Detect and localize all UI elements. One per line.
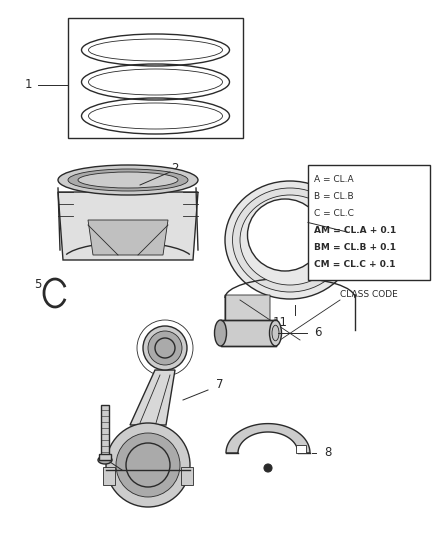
Text: C = CL.C: C = CL.C <box>314 209 354 218</box>
Circle shape <box>116 433 180 497</box>
Ellipse shape <box>98 456 112 464</box>
Circle shape <box>106 423 190 507</box>
Text: 5: 5 <box>34 279 42 292</box>
Text: 6: 6 <box>314 327 322 340</box>
Ellipse shape <box>272 325 279 341</box>
Circle shape <box>155 338 175 358</box>
Ellipse shape <box>58 165 198 195</box>
Polygon shape <box>88 220 168 255</box>
Polygon shape <box>58 192 198 260</box>
Ellipse shape <box>78 172 178 188</box>
Bar <box>99 454 111 460</box>
Text: A = CL.A: A = CL.A <box>314 175 353 184</box>
Ellipse shape <box>88 39 223 61</box>
Text: 2: 2 <box>171 161 179 174</box>
Bar <box>337 236 347 246</box>
Text: CM = CL.C + 0.1: CM = CL.C + 0.1 <box>314 260 396 269</box>
Circle shape <box>126 443 170 487</box>
Bar <box>308 165 430 280</box>
Circle shape <box>148 331 182 365</box>
Bar <box>101 405 109 460</box>
Ellipse shape <box>88 69 223 95</box>
Bar <box>337 222 347 232</box>
Polygon shape <box>130 370 175 425</box>
Text: 1: 1 <box>24 78 32 92</box>
Text: 11: 11 <box>272 317 287 329</box>
Ellipse shape <box>240 195 340 285</box>
Ellipse shape <box>88 103 223 129</box>
Bar <box>181 467 193 485</box>
Text: 14: 14 <box>130 465 145 479</box>
Text: BM = CL.B + 0.1: BM = CL.B + 0.1 <box>314 243 396 252</box>
Bar <box>103 467 115 485</box>
Circle shape <box>264 464 272 472</box>
Polygon shape <box>225 295 270 345</box>
Text: AM = CL.A + 0.1: AM = CL.A + 0.1 <box>314 226 396 235</box>
Bar <box>337 250 347 260</box>
Text: 8: 8 <box>324 447 332 459</box>
Ellipse shape <box>215 320 226 346</box>
Bar <box>296 445 306 453</box>
Text: CLASS CODE: CLASS CODE <box>340 290 398 299</box>
Ellipse shape <box>233 188 347 292</box>
Bar <box>68 18 243 138</box>
Bar <box>220 320 276 346</box>
Ellipse shape <box>247 199 322 271</box>
Ellipse shape <box>68 169 188 191</box>
Circle shape <box>143 326 187 370</box>
Text: B = CL.B: B = CL.B <box>314 192 353 201</box>
Text: 7: 7 <box>216 378 224 392</box>
Ellipse shape <box>269 320 282 346</box>
Polygon shape <box>226 424 310 453</box>
Ellipse shape <box>225 181 355 299</box>
